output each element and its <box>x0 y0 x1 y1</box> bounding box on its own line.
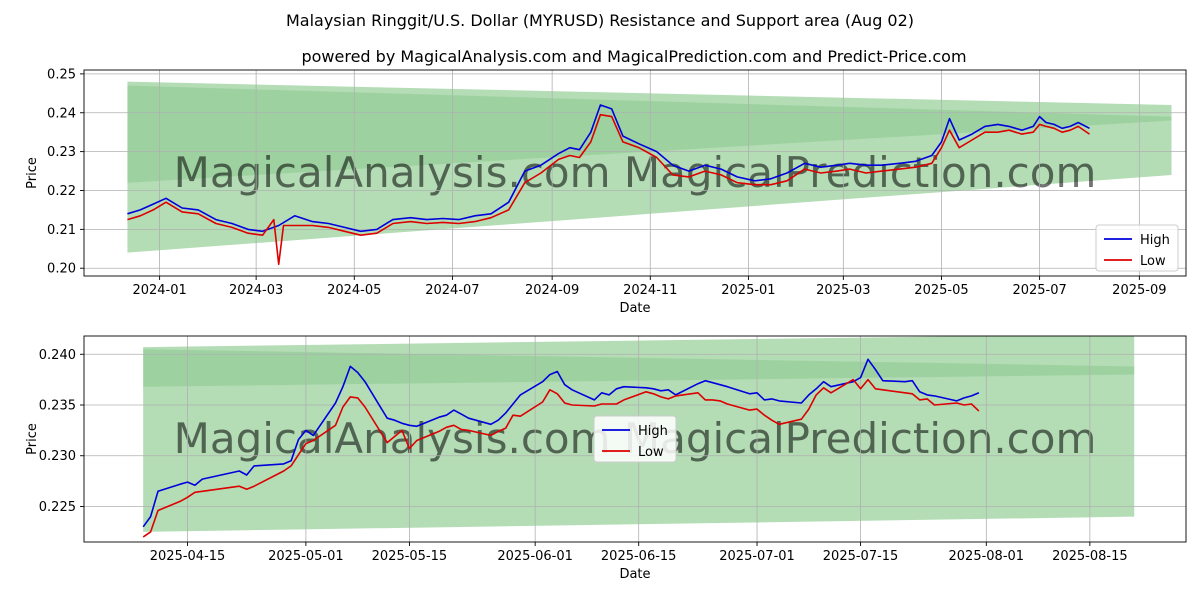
resistance-band <box>127 85 1172 183</box>
y-tick-label: 0.22 <box>47 184 76 199</box>
y-tick-label: 0.230 <box>39 449 76 464</box>
axes-frame <box>83 69 1187 277</box>
x-tick-label: 2025-06-01 <box>497 549 573 564</box>
x-tick-label: 2024-09 <box>525 283 579 298</box>
legend-box <box>1095 224 1179 272</box>
y-axis-label: Price <box>25 423 40 455</box>
bottom-panel: MagicalAnalysis.com MagicalPrediction.co… <box>25 335 1187 582</box>
top-panel: MagicalAnalysis.com MagicalPrediction.co… <box>25 67 1187 316</box>
x-tick-label: 2025-04-15 <box>150 549 226 564</box>
series-line-high <box>142 358 980 528</box>
x-tick-label: 2025-01 <box>721 283 775 298</box>
y-tick-label: 0.20 <box>47 262 76 277</box>
watermark: MagicalAnalysis.com MagicalPrediction.co… <box>174 148 1097 197</box>
legend-box <box>593 415 677 463</box>
legend-label-high: High <box>638 424 668 439</box>
x-tick-label: 2025-08-15 <box>1052 549 1128 564</box>
x-tick-label: 2024-01 <box>132 283 186 298</box>
x-tick-label: 2025-07 <box>1012 283 1066 298</box>
y-tick-label: 0.235 <box>39 399 76 414</box>
chart-title: Malaysian Ringgit/U.S. Dollar (MYRUSD) R… <box>286 11 914 30</box>
y-tick-label: 0.240 <box>39 348 76 363</box>
series-line-high <box>127 104 1090 233</box>
x-tick-label: 2025-06-15 <box>601 549 677 564</box>
outer-band <box>127 81 1172 253</box>
x-tick-label: 2024-03 <box>229 283 283 298</box>
x-tick-label: 2025-07-15 <box>823 549 899 564</box>
chart-subtitle: powered by MagicalAnalysis.com and Magic… <box>301 47 966 66</box>
x-tick-label: 2025-07-01 <box>719 549 795 564</box>
x-tick-label: 2024-05 <box>327 283 381 298</box>
y-tick-label: 0.23 <box>47 145 76 160</box>
axes-frame <box>83 335 1187 543</box>
x-tick-label: 2025-05 <box>914 283 968 298</box>
x-axis-label: Date <box>619 567 650 582</box>
series-line-low <box>127 113 1090 266</box>
plot-area: MagicalAnalysis.com MagicalPrediction.co… <box>84 70 1186 276</box>
x-tick-label: 2024-07 <box>425 283 479 298</box>
x-tick-label: 2025-05-01 <box>268 549 344 564</box>
legend-label-high: High <box>1140 233 1170 248</box>
y-tick-label: 0.225 <box>39 500 76 515</box>
x-tick-label: 2025-05-15 <box>372 549 448 564</box>
x-tick-label: 2025-08-01 <box>949 549 1025 564</box>
legend-label-low: Low <box>638 445 664 460</box>
legend-label-low: Low <box>1140 254 1166 269</box>
legend: High Low <box>1095 224 1179 272</box>
y-tick-label: 0.24 <box>47 106 76 121</box>
series-line-low <box>142 378 980 538</box>
legend: High Low <box>593 415 677 463</box>
y-tick-label: 0.21 <box>47 223 76 238</box>
y-axis-label: Price <box>25 157 40 189</box>
x-axis-label: Date <box>619 301 650 316</box>
y-tick-label: 0.25 <box>47 67 76 82</box>
x-tick-label: 2025-09 <box>1112 283 1166 298</box>
x-tick-label: 2024-11 <box>623 283 677 298</box>
x-tick-label: 2025-03 <box>816 283 870 298</box>
